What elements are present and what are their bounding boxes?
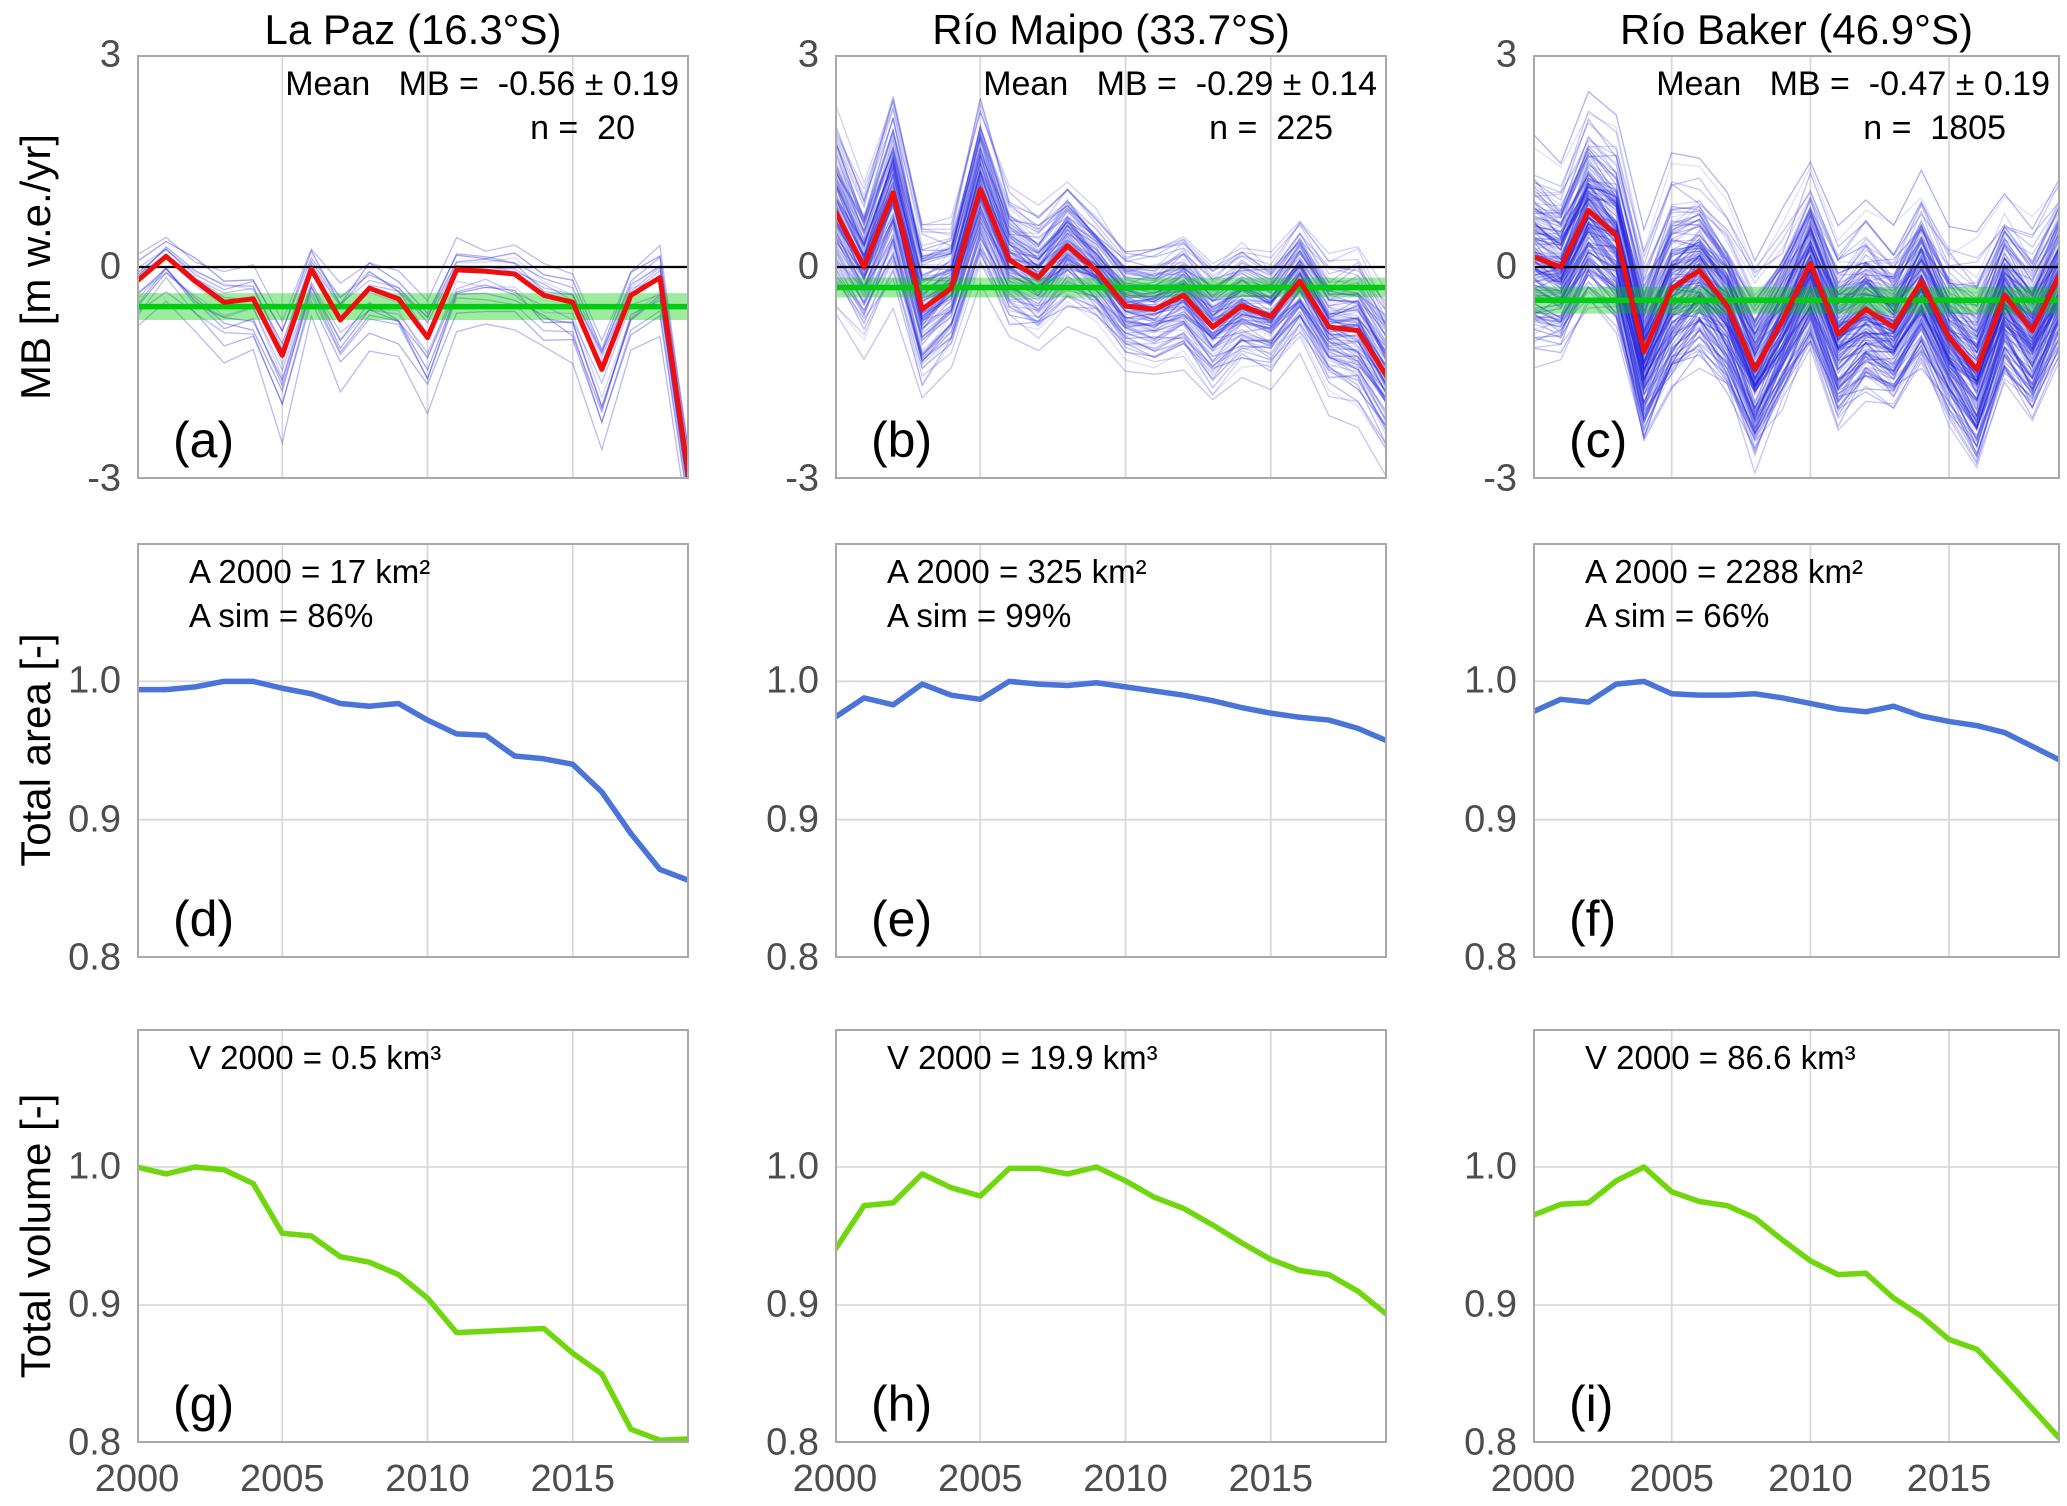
x-tick-label: 2000 [792, 1458, 878, 1500]
area-2000-text: A 2000 = 2288 km² [1585, 553, 1863, 590]
mb-plot-rio-baker [1533, 55, 2060, 479]
panel-letter: (c) [1569, 412, 1628, 468]
panel-volume-la-paz: V 2000 = 0.5 km³ (g) [137, 1029, 689, 1443]
panel-area-rio-maipo: A 2000 = 325 km² A sim = 99% (e) [835, 543, 1387, 958]
y-tick-label: 0.9 [68, 1283, 121, 1326]
y-tick-label: 3 [797, 33, 819, 76]
x-tick-label: 2015 [1906, 1458, 1992, 1500]
volume-2000-text: V 2000 = 19.9 km³ [887, 1039, 1158, 1076]
y-tick-label: -3 [87, 457, 121, 500]
mb-n-text: n = 1805 [1863, 109, 2006, 147]
y-tick-label: 0.8 [766, 1421, 819, 1464]
panel-mb-rio-baker: Mean MB = -0.47 ± 0.19 n = 1805 (c) [1533, 55, 2060, 479]
y-tick-label: 1.0 [766, 659, 819, 702]
column-title-rio-baker: Río Baker (46.9°S) [1620, 6, 1973, 53]
y-tick-label: 0.8 [766, 936, 819, 979]
panel-letter: (b) [871, 412, 933, 468]
area-plot-la-paz [137, 543, 689, 958]
panel-area-rio-baker: A 2000 = 2288 km² A sim = 66% (f) [1533, 543, 2060, 958]
volume-plot-rio-baker [1533, 1029, 2060, 1443]
y-tick-label: 0 [99, 245, 121, 288]
mb-stats-text: Mean MB = -0.29 ± 0.14 [983, 65, 1377, 103]
x-tick-label: 2010 [385, 1458, 470, 1500]
column-title-rio-maipo: Río Maipo (33.7°S) [932, 6, 1290, 53]
x-tick-label: 2005 [1629, 1458, 1714, 1500]
panel-letter: (i) [1569, 1376, 1614, 1432]
y-tick-label: 1.0 [68, 659, 121, 702]
y-axis-label-volume: Total volume [-] [12, 1093, 59, 1379]
x-tick-label: 2005 [937, 1458, 1023, 1500]
mb-stats-text: Mean MB = -0.56 ± 0.19 [285, 65, 679, 103]
y-tick-label: 1.0 [766, 1145, 819, 1188]
mb-n-text: n = 225 [1209, 109, 1333, 147]
x-tick-label: 2005 [239, 1458, 325, 1500]
area-plot-rio-maipo [835, 543, 1387, 958]
panel-letter: (h) [871, 1376, 933, 1432]
panel-volume-rio-maipo: V 2000 = 19.9 km³ (h) [835, 1029, 1387, 1443]
y-tick-label: 0 [1495, 245, 1517, 288]
x-tick-label: 2000 [94, 1458, 180, 1500]
x-tick-label: 2000 [1490, 1458, 1576, 1500]
volume-2000-text: V 2000 = 0.5 km³ [189, 1039, 442, 1076]
y-tick-label: 0.9 [1464, 1283, 1517, 1326]
y-tick-label: 1.0 [1464, 659, 1517, 702]
y-tick-label: 0 [797, 245, 819, 288]
panel-letter: (f) [1569, 891, 1617, 947]
y-tick-label: 1.0 [68, 1145, 121, 1188]
y-tick-label: -3 [1483, 457, 1517, 500]
panel-area-la-paz: A 2000 = 17 km² A sim = 86% (d) [137, 543, 689, 958]
panel-mb-la-paz: Mean MB = -0.56 ± 0.19 n = 20 (a) [137, 55, 689, 479]
x-tick-label: 2015 [1228, 1458, 1314, 1500]
x-tick-label: 2015 [530, 1458, 616, 1500]
mb-n-text: n = 20 [530, 109, 635, 147]
x-tick-label: 2010 [1083, 1458, 1168, 1500]
volume-plot-rio-maipo [835, 1029, 1387, 1443]
y-tick-label: 0.8 [1464, 1421, 1517, 1464]
panel-letter: (d) [173, 891, 235, 947]
area-2000-text: A 2000 = 325 km² [887, 553, 1147, 590]
y-tick-label: 1.0 [1464, 1145, 1517, 1188]
area-sim-text: A sim = 99% [887, 597, 1072, 634]
x-tick-label: 2010 [1768, 1458, 1853, 1500]
mb-plot-rio-maipo [835, 55, 1387, 479]
mb-stats-text: Mean MB = -0.47 ± 0.19 [1656, 65, 2050, 103]
volume-2000-text: V 2000 = 86.6 km³ [1585, 1039, 1856, 1076]
y-tick-label: 0.9 [68, 798, 121, 841]
panel-letter: (g) [173, 1376, 235, 1432]
y-tick-label: -3 [785, 457, 819, 500]
mb-plot-la-paz [137, 55, 689, 479]
column-title-la-paz: La Paz (16.3°S) [264, 6, 562, 53]
y-tick-label: 3 [99, 33, 121, 76]
area-2000-text: A 2000 = 17 km² [189, 553, 431, 590]
panel-letter: (e) [871, 891, 933, 947]
y-tick-label: 3 [1495, 33, 1517, 76]
area-sim-text: A sim = 86% [189, 597, 374, 634]
y-tick-label: 0.8 [68, 936, 121, 979]
y-tick-label: 0.9 [766, 798, 819, 841]
panel-volume-rio-baker: V 2000 = 86.6 km³ (i) [1533, 1029, 2060, 1443]
panel-mb-rio-maipo: Mean MB = -0.29 ± 0.14 n = 225 (b) [835, 55, 1387, 479]
area-plot-rio-baker [1533, 543, 2060, 958]
y-tick-label: 0.8 [1464, 936, 1517, 979]
volume-plot-la-paz [137, 1029, 689, 1443]
y-tick-label: 0.8 [68, 1421, 121, 1464]
area-sim-text: A sim = 66% [1585, 597, 1770, 634]
y-tick-label: 0.9 [1464, 798, 1517, 841]
y-tick-label: 0.9 [766, 1283, 819, 1326]
panel-letter: (a) [173, 412, 235, 468]
